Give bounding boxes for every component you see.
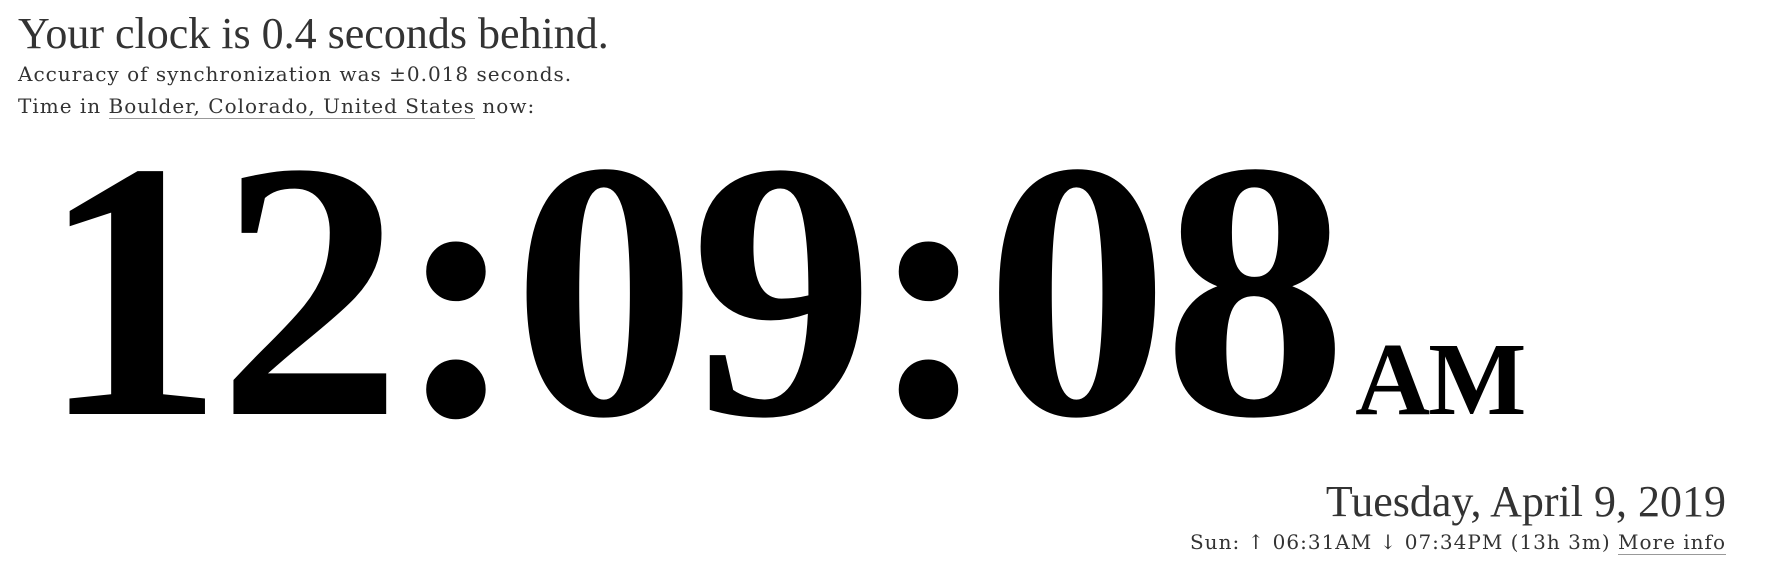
day-length: (13h 3m) — [1510, 530, 1611, 554]
location-line: Time in Boulder, Colorado, United States… — [18, 92, 535, 120]
sun-label: Sun: — [1189, 530, 1241, 554]
clock-time: 12:09:08 — [40, 86, 1347, 494]
sunrise-time: 06:31AM — [1272, 530, 1373, 554]
current-date: Tuesday, April 9, 2019 — [1325, 477, 1726, 526]
sunset-time: 07:34PM — [1404, 530, 1504, 554]
more-info-link[interactable]: More info — [1618, 530, 1726, 555]
location-suffix: now: — [482, 94, 536, 118]
clock-offset-message: Your clock is 0.4 seconds behind. — [18, 9, 609, 58]
sunset-arrow-icon: ↓ — [1379, 530, 1398, 554]
big-clock: 12:09:08 AM — [40, 106, 1526, 474]
location-prefix: Time in — [18, 94, 102, 118]
sun-info: Sun: ↑ 06:31AM ↓ 07:34PM (13h 3m) More i… — [1190, 528, 1726, 556]
sunrise-arrow-icon: ↑ — [1247, 530, 1266, 554]
clock-ampm: AM — [1355, 322, 1526, 437]
sync-accuracy-text: Accuracy of synchronization was ±0.018 s… — [18, 62, 573, 86]
location-link[interactable]: Boulder, Colorado, United States — [108, 94, 476, 119]
